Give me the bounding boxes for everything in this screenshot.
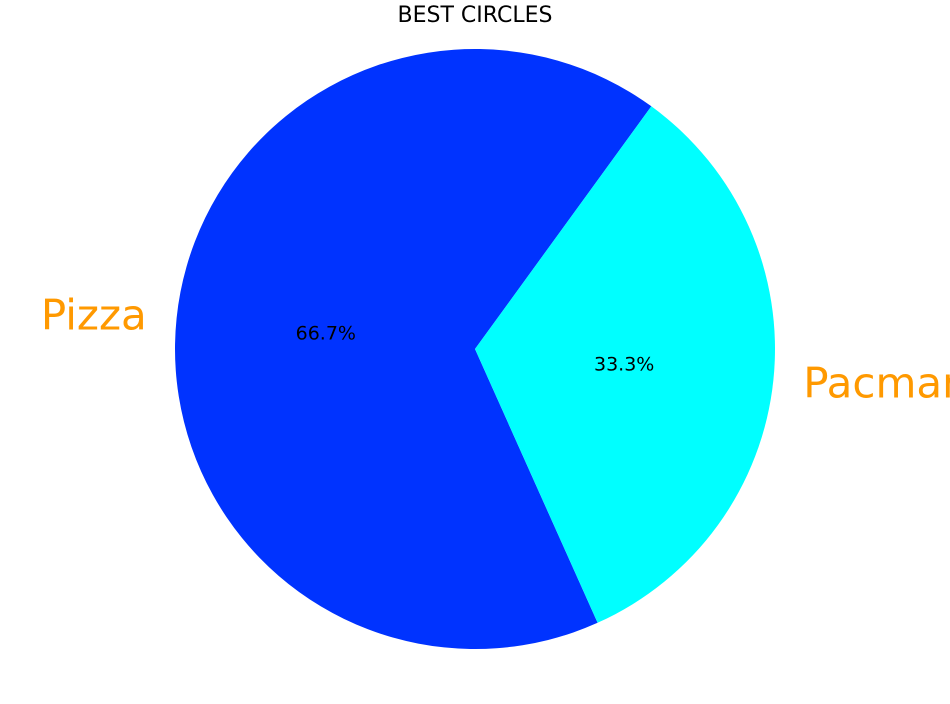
pie-category-label-pizza: Pizza	[41, 290, 147, 339]
pie-slice-pizza	[175, 48, 652, 650]
pie-category-label-pacman: Pacman	[803, 359, 950, 408]
pie-pct-label-pizza: 66.7%	[296, 322, 356, 344]
pie-slice-pacman	[475, 106, 776, 623]
pie-labels: 66.7% Pizza 33.3% Pacman	[41, 290, 950, 407]
pie-pct-label-pacman: 33.3%	[594, 354, 654, 376]
pie-slices	[175, 48, 776, 650]
chart-title: BEST CIRCLES	[397, 3, 553, 28]
